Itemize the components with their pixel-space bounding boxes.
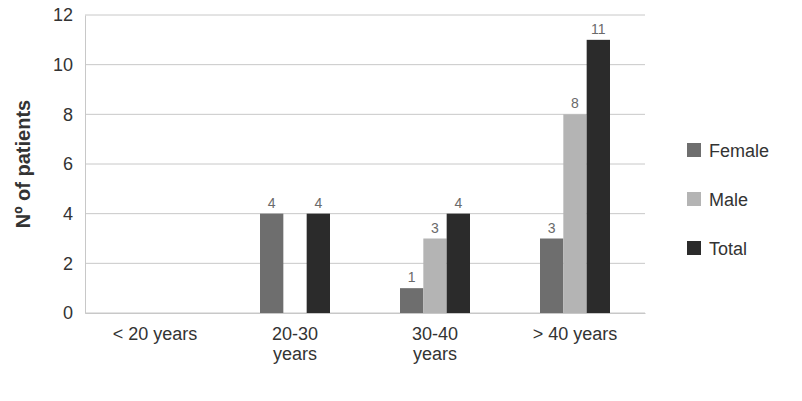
legend-swatch [687, 143, 701, 157]
bar [540, 239, 563, 314]
legend-label: Male [709, 190, 748, 210]
x-tick: > 40 years [533, 313, 618, 344]
x-axis-line [86, 313, 646, 314]
data-labels: 4 1 3 3 8 4 4 11 [268, 21, 606, 285]
legend-swatch [687, 192, 701, 206]
grid-line [85, 164, 645, 165]
y-tick: 8 [63, 105, 85, 125]
data-label: 4 [314, 195, 322, 211]
y-tick-label: 4 [63, 204, 73, 224]
bar [307, 214, 330, 313]
y-tick-label: 6 [63, 154, 73, 174]
bar [563, 114, 586, 313]
data-label: 3 [548, 220, 556, 236]
y-tick-label: 10 [53, 55, 73, 75]
y-tick-label: 0 [63, 303, 73, 323]
y-tick: 6 [63, 154, 85, 174]
bar [447, 214, 470, 313]
grid [85, 15, 645, 313]
x-tick-label: > 40 years [533, 324, 618, 344]
y-tick: 12 [53, 5, 85, 25]
y-tick-label: 12 [53, 5, 73, 25]
legend: Female Male Total [687, 141, 769, 259]
data-label: 4 [268, 195, 276, 211]
legend-item: Male [687, 190, 748, 210]
x-tick-label: 20-30years [272, 324, 318, 365]
x-tick: 30-40years [412, 313, 458, 364]
grid-line [85, 15, 645, 16]
y-axis-line [85, 16, 86, 314]
legend-label: Female [709, 141, 769, 161]
y-tick: 4 [63, 204, 85, 224]
bar [400, 288, 423, 313]
bar [587, 40, 610, 313]
bar [260, 214, 283, 313]
data-label: 4 [454, 195, 462, 211]
legend-item: Total [687, 239, 747, 259]
y-tick: 10 [53, 55, 85, 75]
x-tick-label: 30-40years [412, 324, 458, 365]
x-tick-label: < 20 years [113, 324, 198, 344]
y-tick: 0 [63, 303, 85, 323]
bars [260, 40, 610, 313]
grid-line [85, 213, 645, 214]
y-tick-label: 8 [63, 105, 73, 125]
x-tick: < 20 years [113, 313, 198, 344]
data-label: 1 [408, 269, 416, 285]
legend-item: Female [687, 141, 769, 161]
data-label: 3 [431, 220, 439, 236]
y-tick: 2 [63, 254, 85, 274]
chart: 0 2 4 6 8 10 12 < 20 years 20-30years 30-40years >… [0, 0, 802, 401]
x-tick: 20-30years [272, 313, 318, 364]
bar [423, 239, 446, 314]
grid-line [85, 64, 645, 65]
grid-line [85, 114, 645, 115]
y-axis-title: Nº of patients [12, 100, 34, 228]
y-axis: 0 2 4 6 8 10 12 [53, 5, 86, 323]
data-label: 8 [571, 95, 579, 111]
data-label: 11 [591, 21, 606, 37]
legend-swatch [687, 241, 701, 255]
y-tick-label: 2 [63, 254, 73, 274]
x-axis: < 20 years 20-30years 30-40years > 40 years [86, 313, 646, 364]
legend-label: Total [709, 239, 747, 259]
